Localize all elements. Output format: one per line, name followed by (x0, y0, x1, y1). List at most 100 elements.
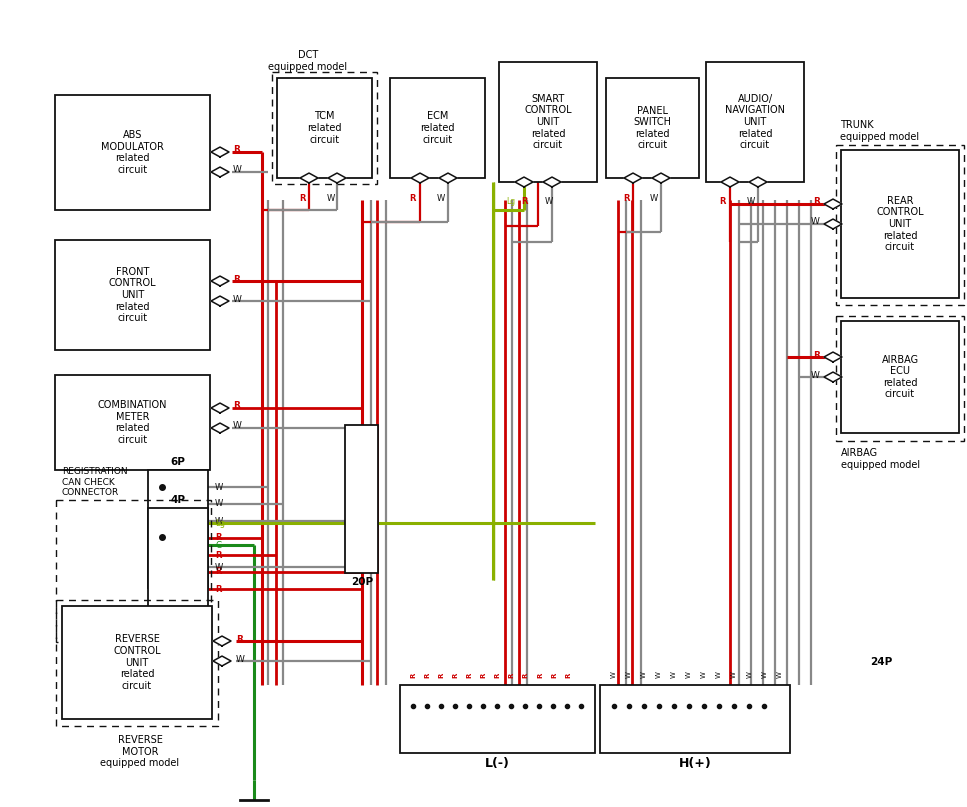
Text: TRUNK
equipped model: TRUNK equipped model (840, 120, 919, 141)
Polygon shape (211, 403, 229, 413)
Bar (606, 78, 699, 178)
Text: W: W (811, 370, 820, 379)
Text: W: W (671, 671, 677, 678)
Polygon shape (824, 199, 842, 209)
Text: W: W (747, 671, 753, 678)
Text: ECM
related
circuit: ECM related circuit (421, 111, 454, 144)
Text: 20P: 20P (351, 577, 373, 587)
Text: AUDIO/
NAVIGATION
UNIT
related
circuit: AUDIO/ NAVIGATION UNIT related circuit (725, 94, 785, 150)
Polygon shape (211, 296, 229, 306)
Polygon shape (824, 219, 842, 229)
Text: R: R (623, 194, 630, 203)
Bar (56, 600, 218, 726)
Text: W: W (716, 671, 722, 678)
Text: DCT
equipped model: DCT equipped model (269, 50, 347, 72)
Text: R: R (466, 672, 472, 678)
Polygon shape (749, 177, 767, 187)
Polygon shape (439, 173, 457, 183)
Bar (836, 145, 964, 305)
Text: COMBINATION
METER
related
circuit: COMBINATION METER related circuit (98, 400, 167, 445)
Text: REVERSE
CONTROL
UNIT
related
circuit: REVERSE CONTROL UNIT related circuit (113, 634, 161, 691)
Bar (148, 470, 208, 588)
Text: W: W (626, 671, 632, 678)
Text: R: R (565, 672, 571, 678)
Bar (56, 500, 211, 642)
Text: R: R (522, 672, 528, 678)
Text: W: W (731, 671, 737, 678)
Text: W: W (650, 194, 659, 203)
Polygon shape (211, 423, 229, 433)
Bar (345, 425, 378, 573)
Bar (55, 240, 210, 350)
Text: R: R (438, 672, 444, 678)
Text: W: W (747, 197, 755, 206)
Polygon shape (211, 276, 229, 286)
Text: W: W (544, 197, 553, 206)
Text: R: R (410, 194, 416, 203)
Text: W: W (701, 671, 707, 678)
Text: H(+): H(+) (679, 757, 712, 770)
Text: 4P: 4P (170, 495, 186, 505)
Bar (836, 316, 964, 441)
Text: R: R (813, 350, 820, 359)
Text: W: W (641, 671, 647, 678)
Polygon shape (328, 173, 346, 183)
Polygon shape (515, 177, 533, 187)
Bar (841, 321, 959, 433)
Text: SMART
CONTROL
UNIT
related
circuit: SMART CONTROL UNIT related circuit (524, 94, 571, 150)
Text: W: W (686, 671, 692, 678)
Text: W: W (215, 500, 223, 508)
Text: TCM
related
circuit: TCM related circuit (308, 111, 341, 144)
Text: R: R (215, 533, 221, 542)
Text: REGISTRATION
CAN CHECK
CONNECTOR: REGISTRATION CAN CHECK CONNECTOR (62, 467, 128, 497)
Text: FRONT
CONTROL
UNIT
related
circuit: FRONT CONTROL UNIT related circuit (108, 267, 157, 323)
Text: AIRBAG
equipped model: AIRBAG equipped model (841, 448, 921, 470)
Text: W: W (811, 218, 820, 227)
Text: W: W (236, 654, 245, 663)
Bar (55, 375, 210, 470)
Text: R: R (215, 567, 221, 576)
Polygon shape (300, 173, 318, 183)
Polygon shape (213, 656, 231, 666)
Text: W: W (762, 671, 768, 678)
Text: W: W (656, 671, 662, 678)
Text: REVERSE
MOTOR
equipped model: REVERSE MOTOR equipped model (101, 735, 180, 768)
Polygon shape (652, 173, 670, 183)
Text: PANEL
SWITCH
related
circuit: PANEL SWITCH related circuit (633, 106, 671, 150)
Text: W: W (233, 421, 242, 430)
Text: R: R (480, 672, 486, 678)
Bar (148, 508, 208, 616)
Polygon shape (213, 636, 231, 646)
Text: 24P: 24P (870, 657, 893, 667)
Text: ABS
MODULATOR
related
circuit: ABS MODULATOR related circuit (102, 130, 164, 175)
Text: W: W (777, 671, 783, 678)
Text: REAR
CONTROL
UNIT
related
circuit: REAR CONTROL UNIT related circuit (876, 196, 923, 253)
Text: R: R (719, 197, 726, 206)
Text: W: W (215, 516, 223, 525)
Text: Lg: Lg (507, 197, 515, 206)
Bar (55, 95, 210, 210)
Polygon shape (624, 173, 642, 183)
Text: W: W (233, 295, 242, 303)
Text: R: R (537, 672, 543, 678)
Text: R: R (521, 197, 527, 206)
Text: R: R (551, 672, 557, 678)
Text: R: R (452, 672, 458, 678)
Bar (499, 62, 597, 182)
Polygon shape (721, 177, 739, 187)
Bar (400, 685, 595, 753)
Bar (706, 62, 804, 182)
Text: L(-): L(-) (484, 757, 510, 770)
Text: R: R (233, 145, 240, 154)
Bar (62, 606, 212, 719)
Bar (600, 685, 790, 753)
Text: 6P: 6P (170, 457, 186, 467)
Text: R: R (215, 550, 221, 559)
Text: W: W (233, 165, 242, 174)
Polygon shape (824, 372, 842, 382)
Text: AIRBAG
ECU
related
circuit: AIRBAG ECU related circuit (882, 354, 919, 399)
Text: R: R (424, 672, 430, 678)
Text: Lg: Lg (215, 519, 225, 528)
Text: R: R (494, 672, 500, 678)
Bar (390, 78, 485, 178)
